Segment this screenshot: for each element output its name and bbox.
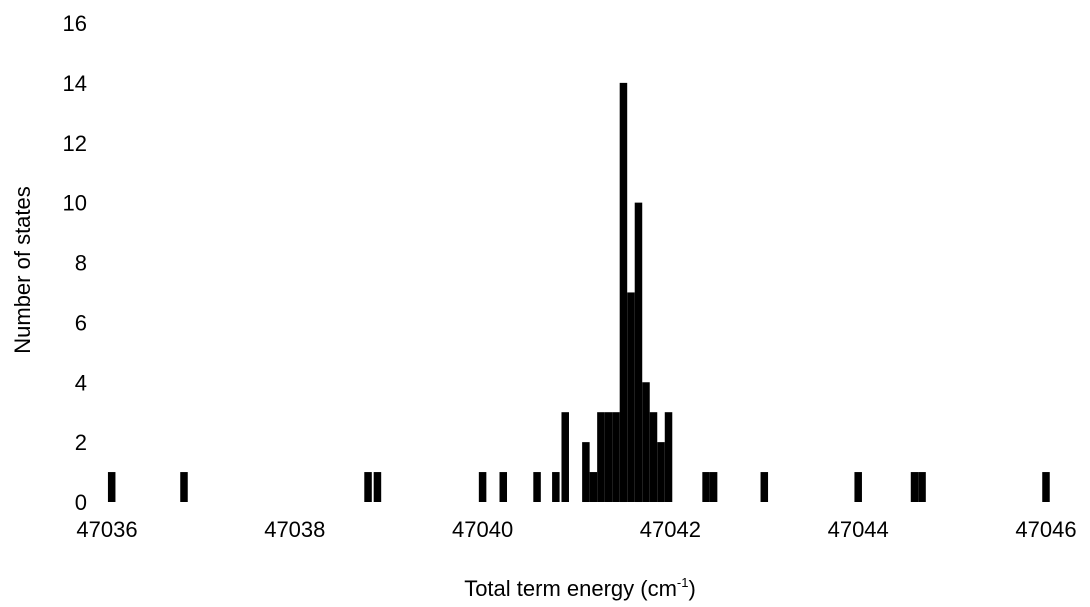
y-axis-title: Number of states — [10, 186, 35, 354]
x-tick-label-0: 47036 — [76, 517, 137, 542]
y-tick-label-8: 16 — [63, 11, 87, 36]
bar-25 — [910, 472, 919, 502]
y-tick-label-4: 8 — [75, 251, 87, 276]
bar-0 — [107, 472, 116, 502]
bar-21 — [702, 472, 710, 502]
bar-6 — [533, 472, 541, 502]
bar-10 — [589, 472, 598, 502]
bar-17 — [642, 382, 650, 502]
x-axis-title: Total term energy (cm-1) — [464, 575, 696, 601]
bar-5 — [499, 472, 508, 502]
bar-16 — [634, 202, 643, 503]
y-tick-label-5: 10 — [63, 191, 87, 216]
y-tick-label-6: 12 — [63, 131, 87, 156]
bar-7 — [552, 472, 560, 502]
bar-13 — [612, 412, 620, 502]
x-axis-title-close: ) — [688, 576, 695, 601]
y-tick-label-3: 6 — [75, 310, 87, 335]
y-tick-label-0: 0 — [75, 490, 87, 515]
bar-24 — [854, 472, 862, 502]
bar-15 — [627, 292, 635, 502]
bar-20 — [664, 412, 673, 502]
bar-4 — [478, 472, 487, 502]
bars-group — [107, 82, 1050, 503]
x-tick-label-5: 47046 — [1015, 517, 1076, 542]
x-tick-label-1: 47038 — [264, 517, 325, 542]
y-tick-label-1: 2 — [75, 430, 87, 455]
bar-27 — [1042, 472, 1050, 502]
y-tick-label-7: 14 — [63, 71, 87, 96]
x-tick-label-3: 47042 — [640, 517, 701, 542]
x-axis-title-main: Total term energy (cm — [464, 576, 677, 601]
bar-9 — [582, 442, 590, 503]
y-tick-label-2: 4 — [75, 370, 87, 395]
y-tick-labels: 0 2 4 6 8 10 12 14 16 — [63, 11, 87, 515]
x-tick-labels: 47036 47038 47040 47042 47044 47046 — [76, 517, 1076, 542]
bar-23 — [760, 472, 769, 502]
bar-19 — [657, 442, 665, 503]
bar-18 — [649, 412, 658, 502]
bar-22 — [709, 472, 718, 502]
bar-8 — [561, 412, 569, 502]
bar-3 — [373, 472, 382, 502]
bar-2 — [364, 472, 372, 502]
bar-26 — [918, 472, 926, 502]
x-axis-title-superscript: -1 — [677, 575, 689, 590]
x-tick-label-2: 47040 — [452, 517, 513, 542]
bar-14 — [619, 82, 628, 503]
x-tick-label-4: 47044 — [828, 517, 889, 542]
bar-12 — [604, 412, 613, 502]
bar-11 — [597, 412, 605, 502]
bar-1 — [180, 472, 188, 502]
